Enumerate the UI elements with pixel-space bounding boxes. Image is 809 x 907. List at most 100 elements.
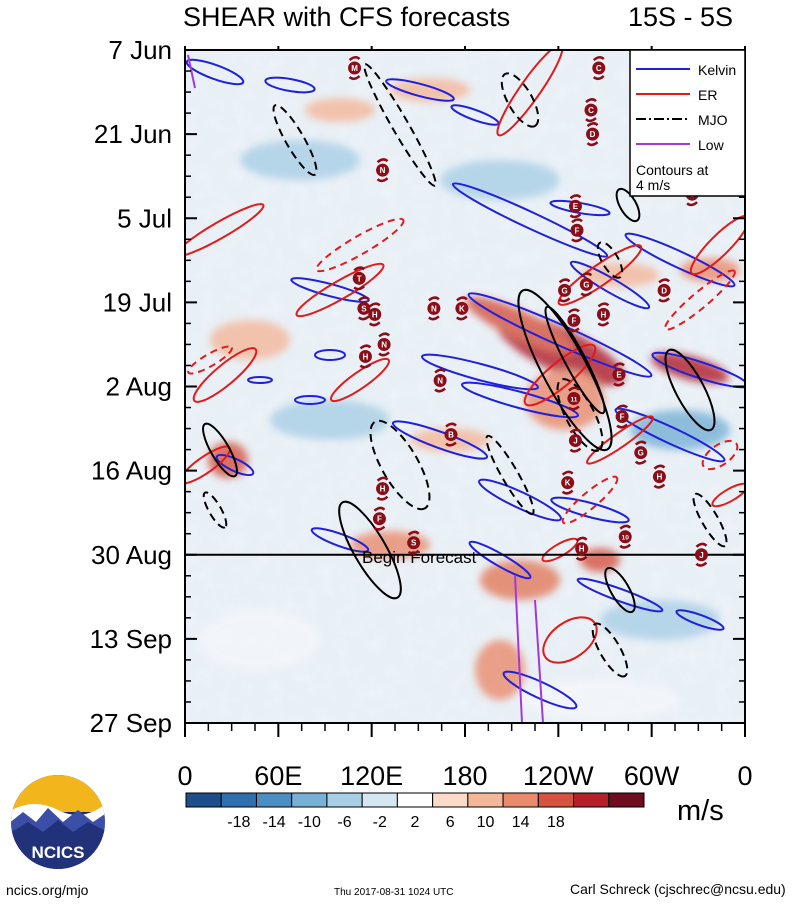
storm-marker: T [352,266,366,291]
storm-label: S [361,304,367,313]
storm-marker: H [575,536,589,561]
storm-dot [570,223,584,237]
y-tick-label: 5 Jul [117,203,172,233]
storm-label: 10 [622,535,630,542]
storm-marker: D [657,278,671,303]
storm-marker: F [570,218,584,243]
storm-swirl [585,98,597,123]
legend-note-line: 4 m/s [636,177,670,193]
storm-marker: B [444,422,458,447]
x-tick-label: 60W [624,761,680,791]
storm-swirl [613,362,625,387]
storm-marker: F [567,308,581,333]
storm-swirl [428,296,440,321]
storm-dot [357,301,371,315]
storm-dot [596,307,610,321]
storm-dot [575,542,589,556]
storm-dot [407,536,421,550]
storm-label: B [448,431,454,440]
y-tick-label: 30 Aug [91,540,172,570]
storm-swirl [348,56,361,81]
storm-dot [612,367,626,381]
storm-label: H [372,310,378,319]
storm-dot [657,283,671,297]
storm-label: G [638,449,644,458]
storm-marker: C [592,56,606,81]
storm-dot [433,373,447,387]
storm-dot [634,446,648,460]
storm-swirl [407,530,420,555]
footer-website[interactable]: ncics.org/mjo [6,882,89,898]
storm-marker: 10 [618,524,632,549]
storm-marker: E [568,194,582,219]
storm-swirl [597,302,610,327]
colorbar-swatch [502,792,539,808]
storm-label: M [351,64,358,73]
storm-dot [372,512,386,526]
legend-mjo: MJO [698,112,728,128]
footer-credit: Carl Schreck (cjschrec@ncsu.edu) [570,881,786,897]
storm-swirl [373,506,386,531]
storm-marker: J [694,542,708,567]
storm-label: H [601,310,607,319]
storm-dot [694,548,708,562]
storm-label: F [575,226,580,235]
storm-marker: H [368,302,382,327]
colorbar-tick-label: -18 [227,814,250,831]
page-title: SHEAR with CFS forecasts [183,2,511,32]
y-axis: 7 Jun 21 Jun 5 Jul 19 Jul 2 Aug 16 Aug 30 Aug 1… [90,35,745,738]
storm-marker: N [427,296,441,321]
storm-label: F [377,515,382,524]
storm-swirl [695,542,708,567]
storm-marker: H [652,464,666,489]
storm-dot [567,313,581,327]
colorbar-swatch [537,792,575,808]
storm-label: N [437,376,443,385]
x-tick-label: 0 [737,761,752,791]
storm-marker: 11 [567,386,581,411]
storm-marker: F [615,404,629,429]
storm-swirl [568,386,580,411]
storm-swirl [434,368,446,393]
storm-dot [558,283,572,297]
x-tick-label: 180 [442,761,487,791]
colorbar-swatch [573,792,610,808]
storm-dot [618,530,632,544]
colorbar-swatch [255,792,293,808]
storm-marker: H [596,302,610,327]
y-tick-label: 27 Sep [90,708,172,738]
storm-dot [377,337,391,351]
low-contours [187,54,544,723]
storm-swirl [571,218,583,243]
storm-dot [348,61,362,75]
storm-marker: K [455,296,469,321]
storm-dot [376,482,390,496]
storm-label: C [596,64,602,73]
storm-swirl [561,470,574,495]
storm-dot [427,301,441,315]
colorbar: -18 -14 -10 -6 -2 2 6 10 14 18 [185,792,645,831]
storm-swirl [569,194,582,219]
storm-marker: D [586,122,600,147]
storm-label: H [363,352,369,361]
colorbar-swatch [608,792,645,808]
storm-swirl [658,278,670,303]
storm-dot [352,271,366,285]
storm-label: N [380,166,386,175]
storm-label: F [571,316,576,325]
storm-label: H [380,485,386,494]
colorbar-tick-label: -2 [373,814,387,831]
legend-low: Low [698,137,725,153]
storm-marker: K [561,470,575,495]
storm-label: J [699,551,703,560]
er-contours [185,50,745,664]
storm-marker: H [376,476,390,501]
storm-dot [568,434,582,448]
storm-dot [652,470,666,484]
storm-marker: C [584,98,598,123]
storm-marker: M [348,56,362,81]
storm-marker: G [558,278,572,303]
storm-swirl [445,422,457,447]
colorbar-tick-label: -10 [298,814,321,831]
